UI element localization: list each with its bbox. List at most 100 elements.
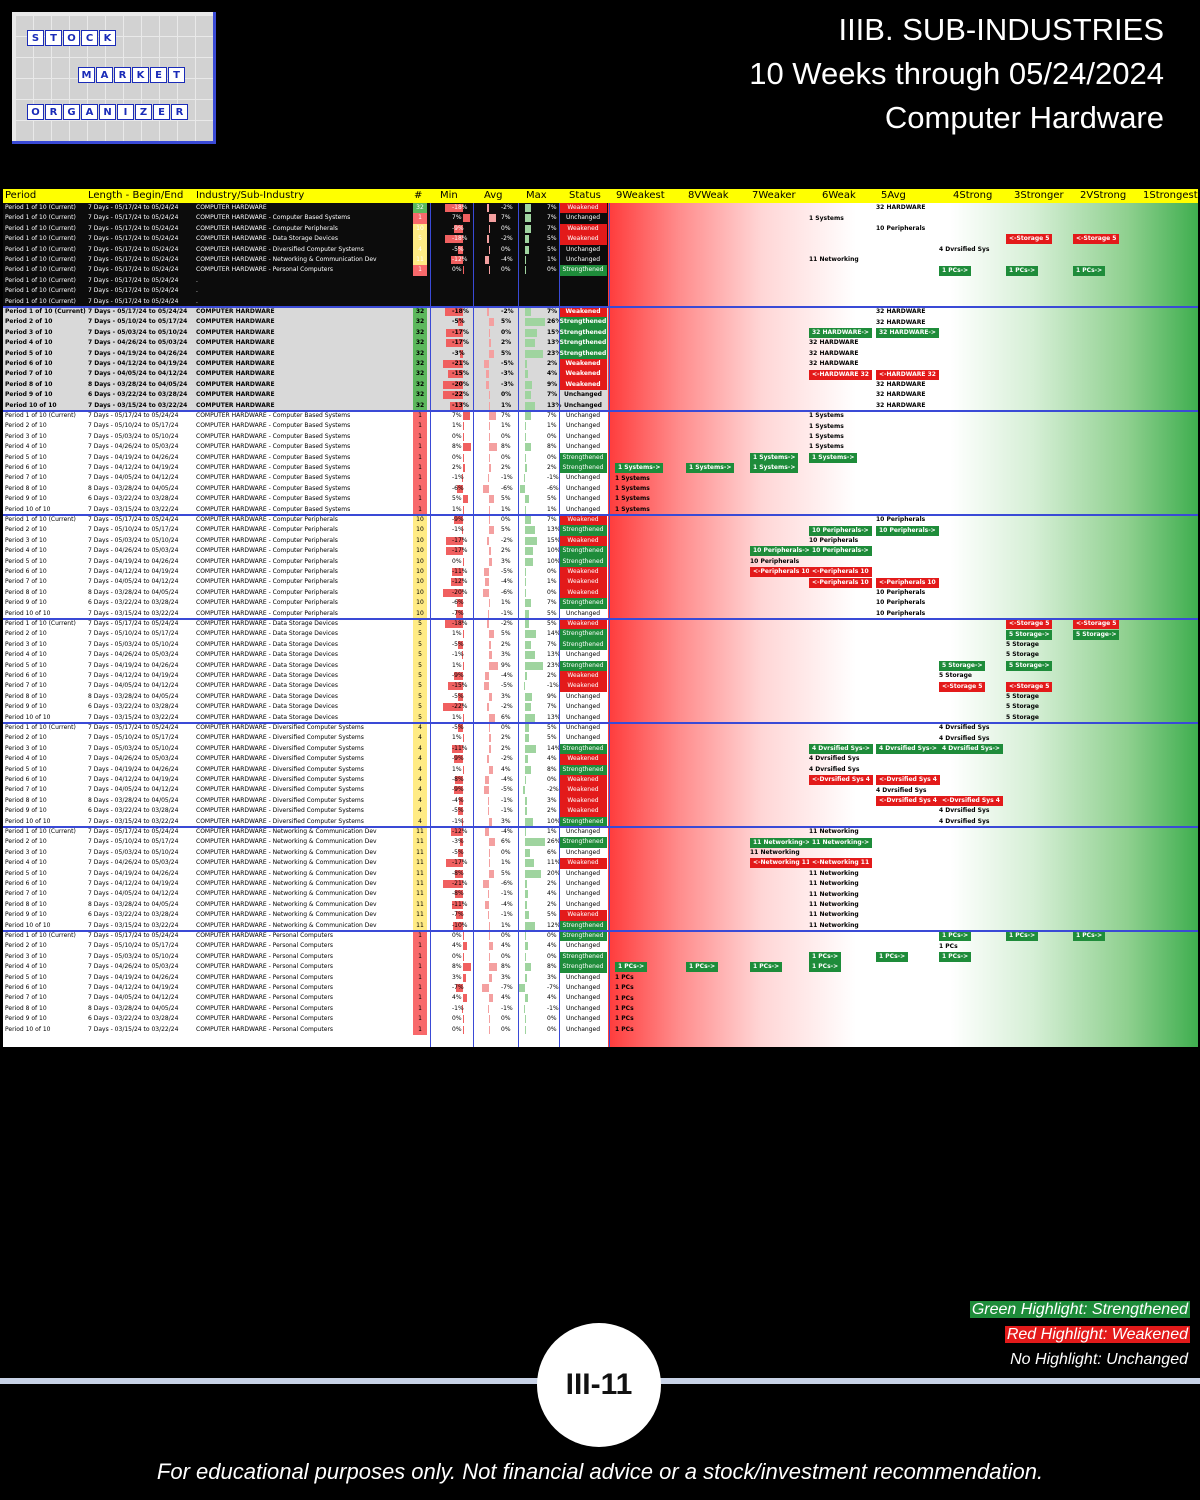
cell-industry: COMPUTER HARDWARE - Data Storage Devices bbox=[196, 235, 338, 243]
cell-industry: . bbox=[196, 297, 198, 305]
cell-min: -7% bbox=[452, 984, 464, 991]
cell-period: Period 7 of 10 bbox=[5, 994, 47, 1002]
max-bar bbox=[525, 609, 529, 618]
cell-max: 5% bbox=[547, 245, 557, 253]
logo-grid-cell bbox=[34, 121, 51, 141]
cell-industry: COMPUTER HARDWARE - Computer Peripherals bbox=[196, 526, 338, 534]
strength-label: 4 Dvrsified Sys bbox=[809, 765, 860, 773]
max-bar bbox=[525, 838, 545, 847]
strength-label: 1 PCs-> bbox=[1073, 931, 1106, 942]
strength-label: 1 PCs-> bbox=[1006, 931, 1039, 942]
cell-industry: COMPUTER HARDWARE - Data Storage Devices bbox=[196, 682, 338, 690]
cell-industry: COMPUTER HARDWARE - Data Storage Devices bbox=[196, 630, 338, 638]
cell-status: Unchanged bbox=[565, 609, 601, 617]
min-bar bbox=[450, 401, 463, 410]
cell-industry: COMPUTER HARDWARE - Personal Computers bbox=[196, 973, 334, 981]
strength-label: 4 Dvrsified Sys bbox=[939, 817, 990, 825]
cell-status: Unchanged bbox=[564, 391, 602, 399]
table-row: Period 2 of 10 7 Days - 05/10/24 to 05/17… bbox=[3, 837, 608, 848]
cell-period: Period 10 of 10 bbox=[5, 1025, 51, 1033]
table-row: Period 1 of 10 (Current) 7 Days - 05/17/2… bbox=[3, 234, 608, 245]
min-bar bbox=[463, 214, 470, 223]
cell-min: 2% bbox=[452, 464, 462, 471]
avg-bar bbox=[489, 599, 490, 608]
max-bar bbox=[525, 651, 536, 660]
avg-bar bbox=[489, 224, 490, 233]
cell-avg: -3% bbox=[501, 380, 514, 388]
avg-bar bbox=[489, 921, 490, 930]
strength-label: <-Peripherals 10 bbox=[876, 577, 939, 588]
cell-status: Weakened bbox=[559, 515, 607, 526]
cell-length: 7 Days - 05/17/24 to 05/24/24 bbox=[88, 412, 179, 419]
strength-label: <-Dvrsified Sys 4 bbox=[809, 775, 873, 786]
min-bar bbox=[463, 942, 467, 951]
cell-min: -1% bbox=[452, 1004, 464, 1012]
cell-max: 3% bbox=[547, 796, 557, 804]
cell-count: 4 bbox=[413, 785, 427, 796]
cell-avg: -1% bbox=[501, 911, 513, 919]
table-row: Period 9 of 10 6 Days - 03/22/24 to 03/28… bbox=[3, 910, 608, 921]
logo-grid-cell bbox=[160, 121, 177, 141]
cell-min: 5% bbox=[452, 495, 462, 503]
cell-status: Weakened bbox=[559, 806, 607, 817]
cell-min: 8% bbox=[452, 443, 462, 451]
cell-count: 10 bbox=[413, 223, 427, 235]
cell-count: 4 bbox=[413, 723, 427, 734]
table-row: Period 3 of 10 7 Days - 05/03/24 to 05/10… bbox=[3, 847, 608, 859]
table-row: Period 3 of 10 7 Days - 05/03/24 to 05/10… bbox=[3, 951, 608, 963]
max-bar bbox=[525, 318, 545, 327]
cell-length: 6 Days - 03/22/24 to 03/28/24 bbox=[88, 911, 179, 919]
column-header: 4Strong bbox=[953, 190, 993, 201]
cell-count: 1 bbox=[413, 972, 427, 983]
strength-label: <-Storage 5 bbox=[1073, 234, 1120, 245]
table-row: Period 1 of 10 (Current) 7 Days - 05/17/2… bbox=[3, 203, 608, 214]
cell-count: 1 bbox=[413, 431, 427, 443]
cell-avg: 3% bbox=[501, 692, 511, 700]
cell-min: 0% bbox=[452, 266, 462, 274]
strength-label: 1 Systems bbox=[809, 412, 844, 420]
cell-length: 7 Days - 04/12/24 to 04/19/24 bbox=[88, 984, 179, 991]
cell-min: 4% bbox=[452, 994, 462, 1002]
min-bar bbox=[453, 921, 463, 930]
avg-bar bbox=[484, 786, 489, 795]
table-row: Period 7 of 10 7 Days - 04/05/24 to 04/12… bbox=[3, 473, 608, 484]
cell-length: 8 Days - 03/28/24 to 04/05/24 bbox=[88, 692, 179, 700]
cell-count: 1 bbox=[413, 1003, 427, 1015]
cell-max: 0% bbox=[547, 453, 557, 461]
cell-min: -1% bbox=[452, 474, 464, 482]
cell-period: Period 6 of 10 bbox=[5, 568, 47, 575]
cell-length: 8 Days - 03/28/24 to 04/05/24 bbox=[88, 588, 179, 596]
avg-bar bbox=[489, 391, 490, 400]
max-bar bbox=[525, 401, 536, 410]
strength-label: 32 HARDWARE bbox=[876, 401, 926, 409]
cell-length: 7 Days - 05/10/24 to 05/17/24 bbox=[88, 630, 179, 638]
cell-length: 7 Days - 04/26/24 to 05/03/24 bbox=[88, 547, 179, 555]
cell-length: 7 Days - 05/17/24 to 05/24/24 bbox=[88, 308, 188, 315]
cell-count: 11 bbox=[413, 879, 427, 890]
logo-grid-cell bbox=[160, 37, 177, 57]
cell-industry: COMPUTER HARDWARE - Computer Based Syste… bbox=[196, 443, 351, 451]
cell-status: Unchanged bbox=[565, 412, 601, 419]
table-row: Period 1 of 10 (Current) 7 Days - 05/17/2… bbox=[3, 723, 608, 734]
cell-avg: 5% bbox=[501, 630, 511, 638]
cell-count: 32 bbox=[413, 369, 427, 380]
strength-label: 5 Storage-> bbox=[1006, 629, 1053, 640]
cell-length: 7 Days - 04/05/24 to 04/12/24 bbox=[88, 370, 188, 378]
cell-max: 7% bbox=[547, 703, 557, 711]
avg-bar bbox=[486, 380, 489, 389]
cell-status: Strengthened bbox=[559, 962, 607, 973]
cell-max: -1% bbox=[547, 1004, 559, 1012]
min-bar bbox=[463, 1015, 464, 1024]
cell-min: -17% bbox=[452, 547, 468, 555]
cell-length: 8 Days - 03/28/24 to 04/05/24 bbox=[88, 796, 179, 804]
max-bar bbox=[525, 859, 534, 868]
cell-count: 5 bbox=[413, 691, 427, 703]
table-row: Period 9 of 10 6 Days - 03/22/24 to 03/28… bbox=[3, 1014, 608, 1025]
cell-status: Weakened bbox=[559, 307, 607, 318]
max-bar bbox=[525, 900, 527, 909]
strength-label: 1 PCs bbox=[615, 984, 634, 992]
avg-bar bbox=[489, 869, 494, 878]
cell-avg: 8% bbox=[501, 443, 511, 451]
cell-period: Period 7 of 10 bbox=[5, 578, 47, 586]
logo-grid-cell bbox=[196, 79, 213, 99]
